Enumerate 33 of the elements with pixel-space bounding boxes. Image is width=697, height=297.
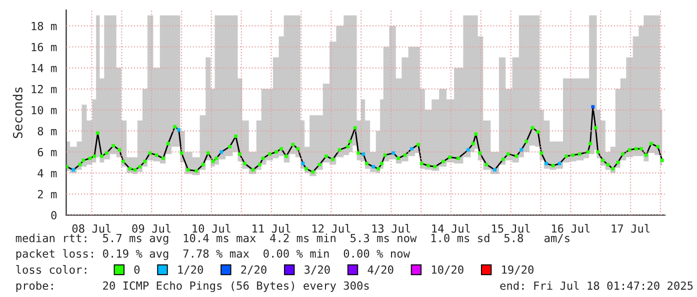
y-tick-label: 18 m	[32, 22, 57, 30]
legend-label: 4/20	[368, 265, 394, 275]
y-tick-label: 14 m	[32, 64, 57, 72]
legend-label: 0	[134, 265, 140, 274]
y-tick-label: 8 m	[38, 126, 57, 136]
x-tick-label: 11 Jul	[252, 224, 290, 233]
x-tick-label: 17 Jul	[612, 224, 650, 233]
text: median rtt: 5.7 ms avg 10.4 ms max 4.2 ms min 5.3 ms now 1.0 ms sd 5.8 am/s	[16, 234, 570, 244]
legend-label: 10/20	[432, 265, 464, 275]
legend-title: loss color:	[16, 265, 86, 274]
x-tick-label: 13 Jul	[372, 224, 410, 233]
y-tick-label: 0	[51, 211, 56, 220]
legend-label: 2/20	[241, 265, 266, 275]
y-tick-label: 16 m	[32, 42, 57, 52]
x-tick-label: 10 Jul	[192, 224, 230, 233]
y-tick-label: 4 m	[38, 169, 57, 178]
y-tick-label: 10 m	[32, 106, 57, 114]
x-tick-label: 16 Jul	[552, 224, 590, 233]
y-axis-title: Seconds	[12, 87, 22, 138]
legend-label: 3/20	[304, 265, 330, 275]
legend-label: 19/20	[502, 265, 534, 275]
x-tick-label: 14 Jul	[432, 224, 470, 233]
text: probe: 20 ICMP Echo Pings (56 Bytes) every 300s	[16, 281, 369, 292]
x-tick-label: 15 Jul	[492, 224, 530, 233]
x-tick-label: 12 Jul	[312, 224, 350, 233]
legend-label: 1/20	[178, 265, 203, 275]
x-tick-label: 08 Jul	[72, 224, 111, 233]
y-tick-label: 6 m	[38, 148, 57, 156]
y-tick-label: 2 m	[38, 190, 57, 198]
x-tick-label: 09 Jul	[132, 224, 171, 233]
text: end: Fri Jul 18 01:47:20 2025	[500, 281, 693, 290]
text: packet loss: 0.19 % avg 7.78 % max 0.00 % min 0.00 % now	[16, 249, 410, 260]
y-tick-label: 12 m	[32, 84, 57, 94]
